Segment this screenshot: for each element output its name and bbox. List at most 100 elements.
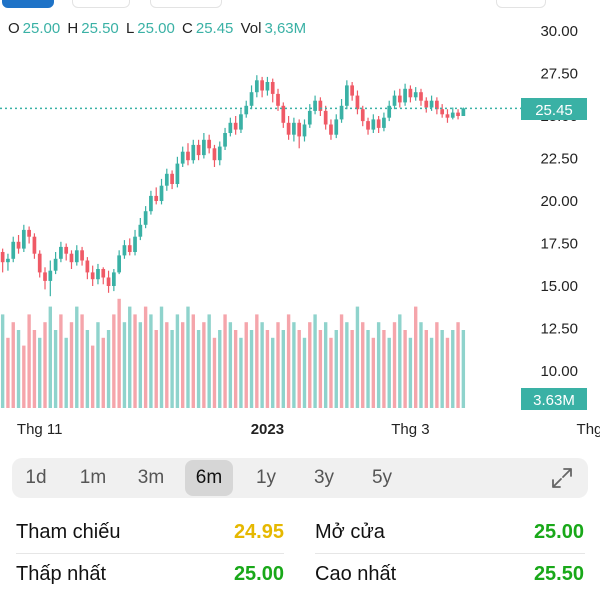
range-3m-button[interactable]: 3m	[137, 467, 165, 488]
candle	[323, 105, 328, 130]
candle-body	[419, 92, 423, 101]
y-tick-label: 15.00	[540, 278, 578, 295]
candle	[0, 248, 5, 273]
range-5y-button[interactable]: 5y	[371, 467, 393, 488]
price-chart[interactable]: 30.00 27.50 25.00 22.50 20.00 17.50 15.00 12.50…	[0, 0, 600, 440]
volume-bar	[318, 330, 323, 408]
candle	[456, 109, 460, 120]
candle-body	[117, 255, 122, 273]
range-1d-button[interactable]: 1d	[25, 467, 47, 488]
candle	[249, 85, 254, 110]
candle	[302, 119, 307, 142]
volume-bar	[334, 330, 338, 408]
candle	[138, 218, 143, 241]
top-tab[interactable]	[150, 0, 222, 8]
candle-body	[37, 253, 42, 273]
range-6m-button[interactable]: 6m	[185, 460, 233, 496]
candle	[355, 90, 360, 115]
candle	[186, 143, 190, 166]
volume-bar	[239, 337, 243, 408]
volume-bar	[85, 330, 90, 408]
candle-body	[376, 119, 381, 128]
range-1m-button[interactable]: 1m	[79, 467, 107, 488]
candle	[329, 119, 333, 140]
volume-bar	[6, 337, 10, 408]
low-label: L	[125, 20, 135, 37]
y-tick-label: 17.50	[540, 236, 578, 253]
candle	[424, 97, 429, 113]
candle-body	[74, 250, 79, 263]
candle-body	[170, 173, 174, 184]
volume-bar	[371, 337, 376, 408]
candle	[276, 88, 280, 111]
open-label: O	[8, 20, 20, 37]
x-tick-label: 2023	[251, 421, 284, 438]
candle	[350, 82, 355, 101]
top-tab[interactable]	[496, 0, 546, 8]
candle	[111, 269, 116, 292]
volume-bar	[159, 306, 164, 408]
candle	[69, 250, 74, 269]
candle-body	[21, 229, 26, 249]
candle-body	[212, 148, 217, 161]
candle	[260, 76, 264, 98]
candle-body	[90, 272, 95, 280]
volume-bar	[175, 314, 180, 408]
candle-body	[164, 173, 169, 186]
volume-bar	[451, 330, 455, 408]
candle	[419, 88, 423, 106]
candle-body	[382, 117, 386, 128]
candle	[313, 95, 317, 115]
volume-bar	[180, 322, 185, 408]
candle	[403, 83, 407, 106]
candle	[244, 100, 249, 118]
candle-body	[191, 144, 196, 161]
candle	[212, 144, 217, 167]
candle	[254, 75, 259, 98]
candle-body	[429, 100, 434, 108]
candle-body	[186, 151, 190, 161]
volume-bar	[165, 322, 169, 408]
volume-bar	[366, 330, 370, 408]
volume-bar	[207, 314, 211, 408]
candle	[127, 238, 132, 256]
y-tick-label: 20.00	[540, 193, 578, 210]
candle	[265, 76, 270, 96]
candle-body	[339, 105, 344, 120]
candle-body	[360, 109, 365, 122]
range-1y-button[interactable]: 1y	[255, 467, 277, 488]
candle	[53, 252, 58, 275]
y-tick-label: 10.00	[540, 363, 578, 380]
x-tick-label: Thg 11	[17, 421, 63, 438]
candle	[143, 206, 148, 229]
volume-bar	[149, 314, 153, 408]
top-tab-selected[interactable]	[2, 0, 54, 8]
candle	[202, 133, 206, 159]
top-tab[interactable]	[72, 0, 130, 8]
volume-bar	[424, 330, 428, 408]
candle-body	[276, 93, 280, 106]
candle-body	[350, 85, 355, 96]
y-tick-label: 22.50	[540, 151, 578, 168]
candle-body	[149, 195, 153, 212]
expand-icon[interactable]	[550, 466, 574, 490]
candle	[307, 104, 312, 128]
candle	[90, 265, 95, 286]
volume-bar	[48, 306, 53, 408]
candle	[106, 270, 111, 293]
candle-body	[233, 122, 238, 130]
candle-body	[101, 269, 106, 278]
volume-bar	[350, 330, 354, 408]
range-3y-button[interactable]: 3y	[313, 467, 335, 488]
candle	[440, 104, 445, 118]
candle	[59, 241, 63, 263]
candle	[344, 80, 349, 110]
volume-value: 3,63M	[264, 20, 307, 37]
candle	[461, 107, 466, 116]
candle-body	[202, 139, 206, 156]
candle	[16, 235, 21, 254]
candle	[48, 260, 53, 297]
candle-body	[16, 241, 21, 249]
volume-bar	[75, 306, 79, 408]
volume-bar	[440, 330, 444, 408]
